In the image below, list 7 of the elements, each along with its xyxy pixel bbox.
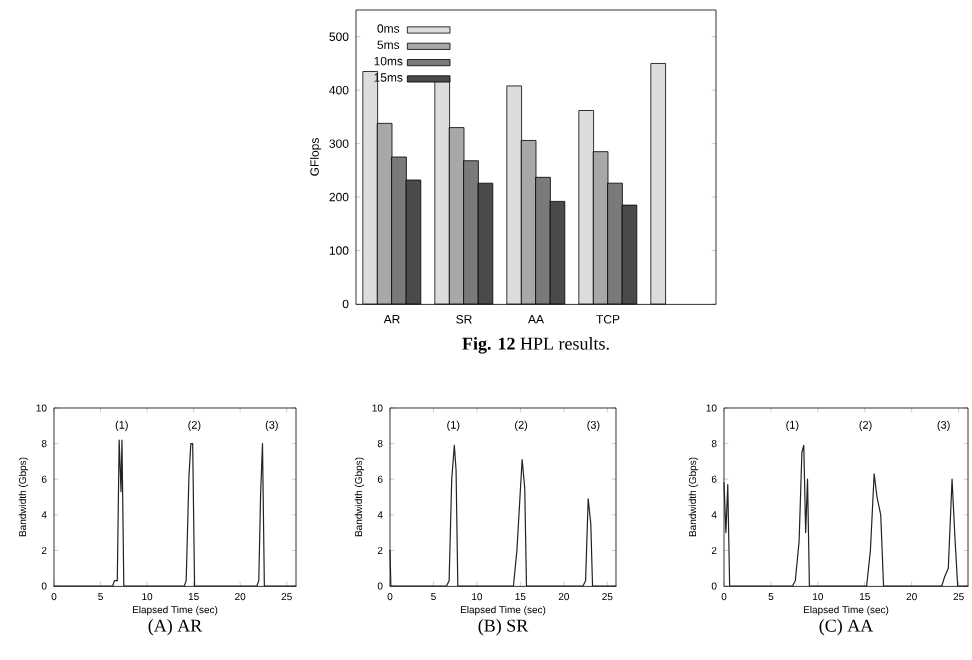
text: Fig. 12 HPL results.	[462, 337, 609, 354]
text: (A) AR	[148, 619, 203, 636]
text: (B) SR	[478, 619, 529, 636]
text: (C) AA	[819, 619, 874, 636]
line-series	[53, 439, 297, 587]
line-series	[723, 444, 969, 587]
line-series	[389, 444, 617, 587]
